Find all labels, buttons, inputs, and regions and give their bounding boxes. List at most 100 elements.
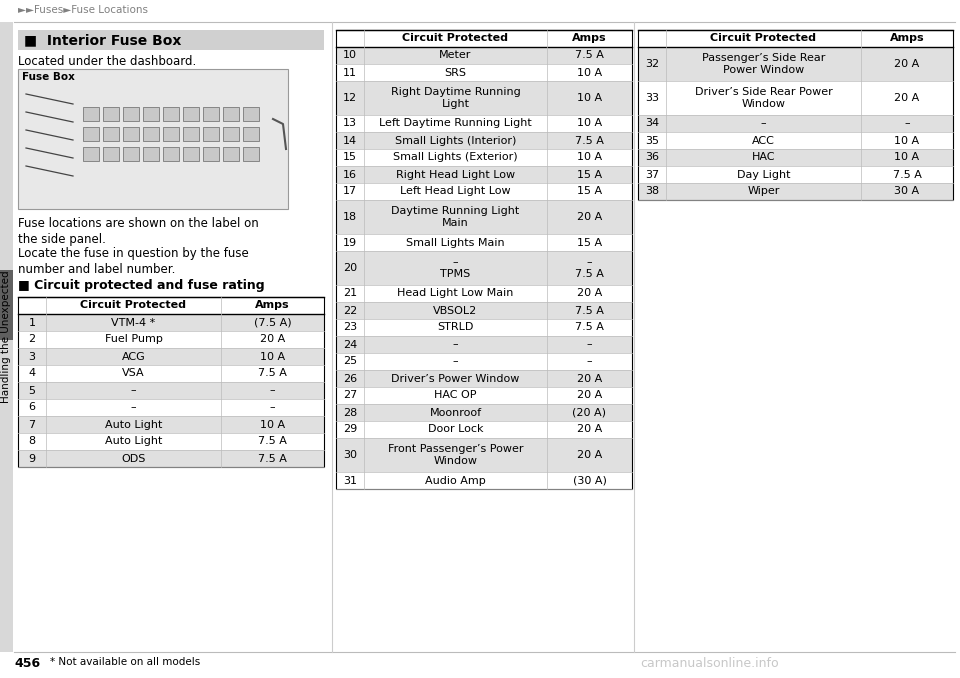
Bar bbox=[83, 107, 99, 121]
Text: Right Head Light Low: Right Head Light Low bbox=[396, 170, 516, 180]
Text: –: – bbox=[270, 403, 276, 412]
Bar bbox=[223, 127, 239, 141]
Bar bbox=[143, 107, 159, 121]
Bar bbox=[18, 297, 324, 467]
Text: 28: 28 bbox=[343, 407, 357, 418]
Text: 10 A: 10 A bbox=[577, 153, 602, 163]
Text: Amps: Amps bbox=[890, 33, 924, 43]
Text: 12: 12 bbox=[343, 93, 357, 103]
Bar bbox=[203, 147, 219, 161]
Text: 20 A: 20 A bbox=[577, 212, 602, 222]
Bar bbox=[638, 30, 953, 200]
Bar bbox=[18, 450, 324, 467]
Text: Day Light: Day Light bbox=[736, 170, 790, 180]
Text: 38: 38 bbox=[645, 186, 660, 197]
Bar bbox=[336, 47, 632, 64]
Bar bbox=[18, 416, 324, 433]
Text: 7.5 A: 7.5 A bbox=[575, 306, 604, 315]
Text: 17: 17 bbox=[343, 186, 357, 197]
Text: Meter: Meter bbox=[440, 50, 471, 60]
Bar bbox=[83, 127, 99, 141]
Text: 20 A: 20 A bbox=[577, 289, 602, 298]
Text: 20 A: 20 A bbox=[577, 374, 602, 384]
Text: Moonroof: Moonroof bbox=[429, 407, 482, 418]
Text: carmanualsonline.info: carmanualsonline.info bbox=[640, 657, 779, 670]
Bar bbox=[83, 147, 99, 161]
Text: 20 A: 20 A bbox=[895, 59, 920, 69]
Text: 10 A: 10 A bbox=[260, 420, 285, 429]
Text: Fuel Pump: Fuel Pump bbox=[105, 334, 162, 344]
Text: ►►Fuses►Fuse Locations: ►►Fuses►Fuse Locations bbox=[18, 5, 148, 15]
Text: 10 A: 10 A bbox=[260, 351, 285, 361]
Text: 7.5 A: 7.5 A bbox=[575, 136, 604, 146]
Bar bbox=[638, 149, 953, 166]
Text: –
TPMS: – TPMS bbox=[441, 257, 470, 279]
Bar bbox=[163, 127, 179, 141]
Text: ■  Interior Fuse Box: ■ Interior Fuse Box bbox=[24, 33, 181, 47]
Text: 15 A: 15 A bbox=[577, 170, 602, 180]
Text: SRS: SRS bbox=[444, 68, 467, 77]
Text: Wiper: Wiper bbox=[747, 186, 780, 197]
Text: 10 A: 10 A bbox=[895, 136, 920, 146]
Text: 24: 24 bbox=[343, 340, 357, 349]
Text: 31: 31 bbox=[343, 475, 357, 485]
Text: Circuit Protected: Circuit Protected bbox=[402, 33, 509, 43]
Text: 14: 14 bbox=[343, 136, 357, 146]
Bar bbox=[336, 370, 632, 387]
Text: 7.5 A: 7.5 A bbox=[258, 454, 287, 464]
Text: Right Daytime Running
Light: Right Daytime Running Light bbox=[391, 87, 520, 109]
Text: VTM-4 *: VTM-4 * bbox=[111, 317, 156, 327]
Text: Front Passenger’s Power
Window: Front Passenger’s Power Window bbox=[388, 444, 523, 466]
Bar bbox=[336, 166, 632, 183]
Text: 7.5 A: 7.5 A bbox=[258, 369, 287, 378]
Text: 10 A: 10 A bbox=[577, 68, 602, 77]
Text: 20 A: 20 A bbox=[577, 450, 602, 460]
Text: 20 A: 20 A bbox=[895, 93, 920, 103]
Text: 13: 13 bbox=[343, 119, 357, 129]
Bar bbox=[336, 200, 632, 234]
Bar bbox=[0, 270, 13, 340]
Bar bbox=[638, 183, 953, 200]
Text: –: – bbox=[760, 119, 766, 129]
Bar bbox=[123, 107, 139, 121]
Text: 456: 456 bbox=[14, 657, 40, 670]
Text: 19: 19 bbox=[343, 237, 357, 247]
Text: Fuse locations are shown on the label on
the side panel.: Fuse locations are shown on the label on… bbox=[18, 217, 259, 246]
Bar bbox=[103, 127, 119, 141]
Text: 7.5 A: 7.5 A bbox=[893, 170, 922, 180]
Bar bbox=[203, 107, 219, 121]
Text: 20 A: 20 A bbox=[577, 424, 602, 435]
Bar bbox=[183, 107, 199, 121]
Text: (7.5 A): (7.5 A) bbox=[253, 317, 291, 327]
Text: Driver’s Side Rear Power
Window: Driver’s Side Rear Power Window bbox=[695, 87, 832, 109]
Text: 27: 27 bbox=[343, 391, 357, 401]
Text: (30 A): (30 A) bbox=[572, 475, 607, 485]
Text: Small Lights (Exterior): Small Lights (Exterior) bbox=[394, 153, 517, 163]
Bar bbox=[20, 71, 72, 84]
Text: 34: 34 bbox=[645, 119, 660, 129]
Text: 20: 20 bbox=[343, 263, 357, 273]
Bar bbox=[0, 22, 13, 652]
Text: 10: 10 bbox=[343, 50, 357, 60]
Text: ■ Circuit protected and fuse rating: ■ Circuit protected and fuse rating bbox=[18, 279, 265, 292]
Text: 32: 32 bbox=[645, 59, 660, 69]
Text: –: – bbox=[453, 357, 458, 367]
Text: –: – bbox=[131, 386, 136, 395]
Text: 26: 26 bbox=[343, 374, 357, 384]
Text: 37: 37 bbox=[645, 170, 660, 180]
Text: 15: 15 bbox=[343, 153, 357, 163]
Text: Auto Light: Auto Light bbox=[105, 437, 162, 447]
Text: Handling the Unexpected: Handling the Unexpected bbox=[2, 271, 12, 403]
Text: 36: 36 bbox=[645, 153, 659, 163]
Text: Audio Amp: Audio Amp bbox=[425, 475, 486, 485]
Text: 2: 2 bbox=[29, 334, 36, 344]
Text: Amps: Amps bbox=[572, 33, 607, 43]
Bar bbox=[243, 127, 259, 141]
Text: –: – bbox=[131, 403, 136, 412]
Bar bbox=[183, 127, 199, 141]
Bar bbox=[638, 115, 953, 132]
Bar bbox=[18, 30, 324, 50]
Text: * Not available on all models: * Not available on all models bbox=[50, 657, 201, 667]
Text: –: – bbox=[587, 340, 592, 349]
Text: –: – bbox=[904, 119, 910, 129]
